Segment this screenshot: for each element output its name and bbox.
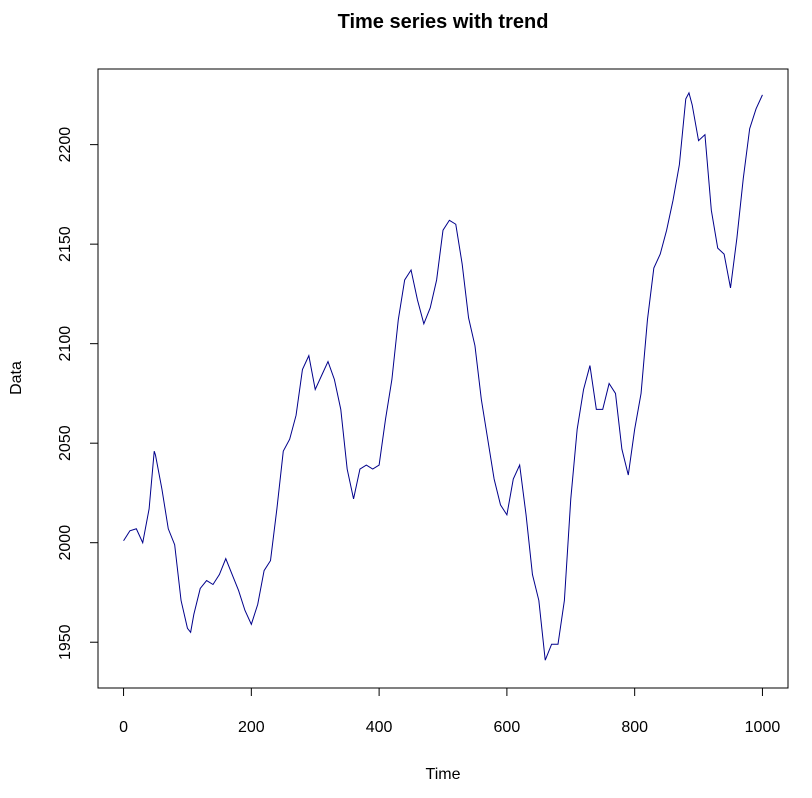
x-tick-label: 1000 bbox=[745, 719, 781, 736]
y-axis-label: Data bbox=[8, 361, 25, 395]
x-tick-label: 800 bbox=[621, 719, 648, 736]
x-tick-label: 400 bbox=[366, 719, 393, 736]
x-tick-label: 200 bbox=[238, 719, 265, 736]
y-tick-label: 2000 bbox=[57, 525, 74, 561]
chart-title: Time series with trend bbox=[338, 11, 549, 33]
x-tick-label: 600 bbox=[494, 719, 521, 736]
data-line bbox=[123, 91, 763, 661]
y-tick-label: 2050 bbox=[57, 425, 74, 461]
y-tick-label: 2200 bbox=[57, 127, 74, 163]
x-tick-label: 0 bbox=[119, 719, 128, 736]
y-tick-label: 2150 bbox=[57, 226, 74, 262]
x-axis-label: Time bbox=[426, 766, 461, 783]
plot-box bbox=[97, 68, 789, 689]
y-tick-label: 1950 bbox=[57, 624, 74, 660]
y-tick-label: 2100 bbox=[57, 326, 74, 362]
